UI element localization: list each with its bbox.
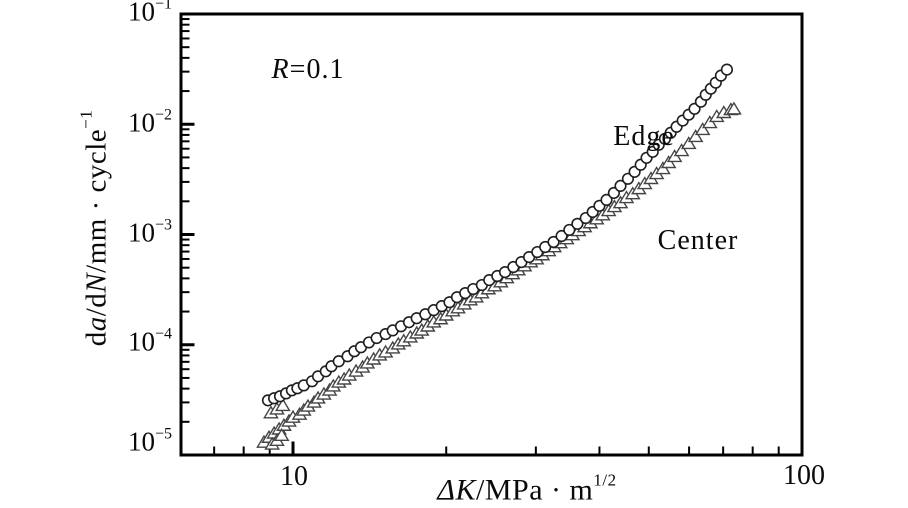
edge-data-point xyxy=(555,229,568,243)
center-data-point xyxy=(273,427,290,441)
edge-data-point xyxy=(563,223,576,237)
x-axis-title: ΔK/MPa · m1/2 xyxy=(437,470,617,507)
edge-data-point xyxy=(547,235,560,249)
edge-data-point xyxy=(571,217,584,230)
edge-series xyxy=(261,63,734,407)
x-tick-label-10: 10 xyxy=(280,461,308,492)
edge-data-point xyxy=(614,179,627,192)
y-axis-ticks xyxy=(182,18,195,423)
y-tick-label-1e-3: 10−3 xyxy=(127,216,172,248)
edge-data-point xyxy=(332,355,345,368)
edge-series-label: Edge xyxy=(613,121,675,152)
stress-ratio-annotation: R=0.1 xyxy=(271,54,345,85)
center-data-point xyxy=(687,129,704,143)
edge-data-point xyxy=(720,63,734,76)
edge-data-point xyxy=(600,193,613,206)
plot-frame xyxy=(179,12,804,457)
x-axis-ticks xyxy=(213,441,780,454)
center-data-point xyxy=(726,101,742,115)
y-tick-label-1e-4: 10−4 xyxy=(127,325,172,357)
center-data-point xyxy=(673,143,690,157)
center-data-point xyxy=(694,122,711,136)
center-data-point xyxy=(274,398,291,412)
y-axis-title: da/dN/mm · cycle−1 xyxy=(76,109,113,347)
y-tick-label-1e-1: 10−1 xyxy=(127,0,172,27)
y-tick-label-1e-5: 10−5 xyxy=(127,425,172,457)
center-data-point xyxy=(680,136,697,150)
y-tick-label-1e-2: 10−2 xyxy=(127,106,172,138)
x-tick-label-100: 100 xyxy=(783,460,825,491)
center-series-label: Center xyxy=(657,225,739,256)
